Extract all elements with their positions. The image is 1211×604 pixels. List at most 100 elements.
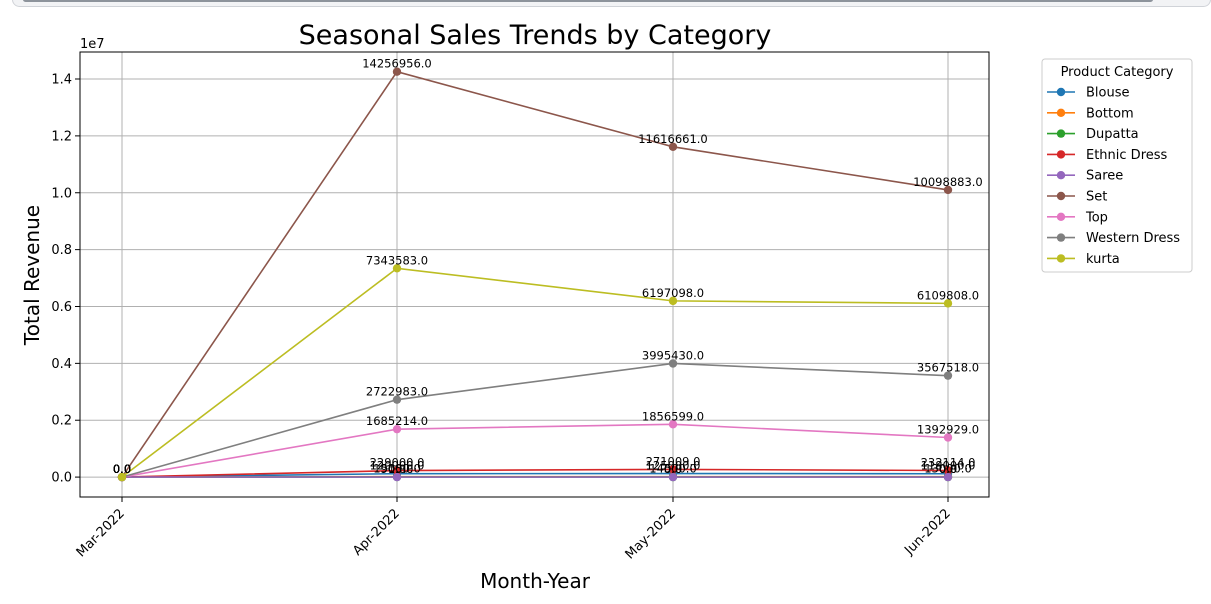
legend-marker-ethnic-dress <box>1056 150 1066 159</box>
data-label: 125000.0 <box>646 459 701 473</box>
data-label: 1856599.0 <box>642 409 704 423</box>
data-point-ethnic-dress <box>392 466 402 475</box>
legend-label-western-dress: Western Dress <box>1086 231 1180 246</box>
data-point-western-dress <box>668 359 678 368</box>
legend-marker-kurta <box>1056 254 1066 263</box>
series-line-set <box>121 70 949 478</box>
data-label: 229000.0 <box>370 456 425 470</box>
legend-label-saree: Saree <box>1086 169 1123 184</box>
data-point-set <box>668 142 678 151</box>
chart-title: Seasonal Sales Trends by Category <box>299 20 772 51</box>
data-point-kurta <box>943 299 953 308</box>
y-tick-label: 0.2 <box>51 414 72 429</box>
legend-marker-blouse <box>1056 87 1066 97</box>
legend-marker-bottom <box>1056 108 1066 118</box>
data-point-western-dress <box>943 371 953 380</box>
data-label: 3995430.0 <box>642 348 704 362</box>
data-label: 0.0 <box>113 462 131 476</box>
legend-marker-set <box>1056 191 1066 201</box>
data-label: 14500.0 <box>649 462 697 476</box>
grid-lines <box>80 52 989 497</box>
scrollbar-thumb[interactable] <box>23 0 1153 2</box>
data-point-set <box>392 67 402 76</box>
data-label: 0.0 <box>939 462 957 476</box>
legend-items: Blouse Bottom Dupatta Ethnic Dress Saree Set T… <box>1047 86 1180 267</box>
data-label: 10098883.0 <box>913 175 983 189</box>
data-point-western-dress <box>392 395 402 404</box>
legend-label-set: Set <box>1086 190 1107 205</box>
data-label: 13000.0 <box>924 462 972 476</box>
plot-frame <box>79 51 990 498</box>
data-point-kurta <box>668 296 678 306</box>
data-label: 11616661.0 <box>638 132 708 146</box>
legend-marker-top <box>1056 212 1066 221</box>
data-point-kurta <box>117 472 127 482</box>
y-tick-label: 0.0 <box>51 471 72 486</box>
data-label: 7343583.0 <box>366 253 428 267</box>
legend-marker-saree <box>1056 171 1066 180</box>
series-lines <box>117 67 953 482</box>
data-label: 0.0 <box>113 462 131 476</box>
y-axis-offset-label: 1e7 <box>80 37 105 52</box>
legend-title: Product Category <box>1061 65 1174 80</box>
y-tick-label: 0.4 <box>51 357 72 372</box>
data-label: 271009.0 <box>646 454 701 468</box>
series-line-western-dress <box>121 362 949 478</box>
data-labels: 0.0 120000.0 125000.0 118000.00.0 15000.0 145… <box>113 57 983 476</box>
series-line-ethnic-dress <box>121 468 949 478</box>
data-point-saree <box>668 472 678 482</box>
data-point-set <box>943 185 953 195</box>
data-label: 15000.0 <box>373 462 421 476</box>
data-label: 6197098.0 <box>642 286 704 300</box>
data-label: 0.0 <box>113 462 131 476</box>
legend-label-ethnic-dress: Ethnic Dress <box>1086 148 1168 163</box>
data-label: 0.0 <box>113 462 131 476</box>
data-label: 0.0 <box>113 462 131 476</box>
x-tick-label: Apr-2022 <box>350 506 403 559</box>
data-point-saree <box>392 472 402 482</box>
x-axis-label: Month-Year <box>480 569 591 593</box>
data-point-kurta <box>392 264 402 273</box>
data-point-top <box>668 420 678 429</box>
y-tick-label: 0.8 <box>51 243 72 258</box>
legend-label-bottom: Bottom <box>1086 106 1134 121</box>
legend-label-dupatta: Dupatta <box>1086 127 1139 142</box>
series-line-kurta <box>121 267 949 478</box>
legend-marker-dupatta <box>1056 129 1066 138</box>
data-label: 915.0 <box>381 462 414 476</box>
legend-label-blouse: Blouse <box>1086 86 1130 101</box>
x-tick-label: Mar-2022 <box>74 506 128 560</box>
data-label: 0.0 <box>388 462 406 476</box>
data-label: 120000.0 <box>370 459 425 473</box>
y-tick-label: 1.0 <box>51 186 72 201</box>
data-point-ethnic-dress <box>943 466 953 475</box>
data-label: 0.0 <box>113 462 131 476</box>
legend-marker-western-dress <box>1056 233 1066 242</box>
data-point-top <box>392 424 402 434</box>
y-tick-label: 1.4 <box>51 73 72 88</box>
data-point-saree <box>943 472 953 482</box>
data-label: 6109808.0 <box>917 288 979 302</box>
data-label: 1392929.0 <box>917 422 979 436</box>
data-point-top <box>943 433 953 442</box>
y-axis-label: Total Revenue <box>20 205 44 346</box>
data-label: 0.0 <box>664 462 682 476</box>
series-line-blouse <box>121 472 949 478</box>
y-tick-label: 1.2 <box>51 129 72 144</box>
series-line-top <box>121 423 949 478</box>
x-tick-label: May-2022 <box>623 506 679 562</box>
data-label: 14256956.0 <box>362 57 432 71</box>
data-label: 0.0 <box>113 462 131 476</box>
legend-label-kurta: kurta <box>1086 252 1120 267</box>
y-tick-label: 0.6 <box>51 300 72 315</box>
data-label: 3567518.0 <box>917 361 979 375</box>
x-tick-label: Jun-2022 <box>901 506 953 558</box>
data-label: 0.0 <box>664 462 682 476</box>
data-label: 0.0 <box>939 462 957 476</box>
data-point-ethnic-dress <box>668 465 678 474</box>
data-label: 0.0 <box>113 462 131 476</box>
legend: Product Category Blouse Bottom Dupatta Ethn… <box>1041 58 1193 273</box>
legend-label-top: Top <box>1085 210 1108 225</box>
axis-ticks: Mar-2022 Apr-2022 May-2022 Jun-2022 0.0 0.2 0.… <box>51 73 954 563</box>
data-label: 232114.0 <box>921 455 976 469</box>
